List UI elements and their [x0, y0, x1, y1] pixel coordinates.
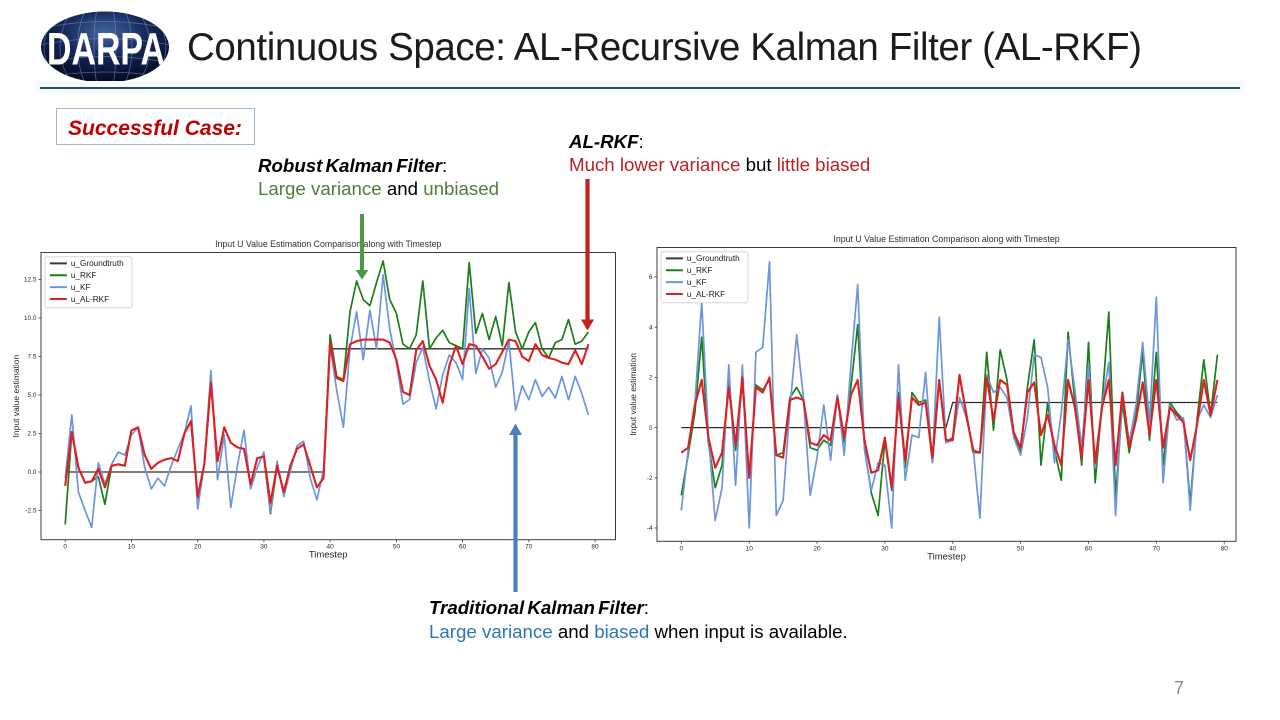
- svg-text:0.0: 0.0: [27, 469, 36, 476]
- svg-text:10.0: 10.0: [24, 315, 37, 322]
- svg-text:-2: -2: [647, 475, 653, 482]
- svg-text:50: 50: [393, 544, 401, 551]
- svg-text:DARPA: DARPA: [47, 24, 165, 75]
- svg-text:0: 0: [679, 545, 683, 552]
- svg-text:7.5: 7.5: [27, 354, 36, 361]
- svg-text:80: 80: [1221, 545, 1229, 552]
- svg-text:80: 80: [591, 544, 599, 551]
- svg-text:Input value estimation: Input value estimation: [628, 353, 638, 436]
- svg-text:50: 50: [1017, 545, 1025, 552]
- svg-text:10: 10: [128, 544, 136, 551]
- svg-text:10: 10: [746, 545, 754, 552]
- svg-text:30: 30: [260, 544, 268, 551]
- svg-text:u_Groundtruth: u_Groundtruth: [687, 254, 740, 263]
- svg-text:u_AL-RKF: u_AL-RKF: [687, 290, 725, 299]
- svg-text:70: 70: [1153, 545, 1161, 552]
- svg-text:30: 30: [881, 545, 889, 552]
- svg-text:2.5: 2.5: [27, 431, 36, 438]
- svg-text:Timestep: Timestep: [309, 550, 348, 561]
- svg-text:40: 40: [326, 544, 334, 551]
- svg-text:12.5: 12.5: [24, 277, 37, 284]
- svg-text:70: 70: [525, 544, 533, 551]
- svg-text:u_AL-RKF: u_AL-RKF: [71, 295, 109, 304]
- svg-text:u_RKF: u_RKF: [687, 266, 712, 275]
- svg-text:60: 60: [459, 544, 467, 551]
- svg-text:u_KF: u_KF: [687, 278, 707, 287]
- svg-text:0: 0: [649, 425, 653, 432]
- svg-text:40: 40: [949, 545, 957, 552]
- svg-text:-4: -4: [647, 525, 653, 532]
- svg-text:Timestep: Timestep: [927, 551, 966, 562]
- svg-text:20: 20: [194, 544, 202, 551]
- svg-text:6: 6: [649, 274, 653, 281]
- svg-text:u_Groundtruth: u_Groundtruth: [71, 259, 124, 268]
- svg-text:u_KF: u_KF: [71, 283, 91, 292]
- svg-text:Input U Value Estimation Compa: Input U Value Estimation Comparison alon…: [215, 239, 441, 249]
- svg-text:5.0: 5.0: [27, 392, 36, 399]
- svg-text:Input U Value Estimation Compa: Input U Value Estimation Comparison alon…: [833, 234, 1059, 244]
- svg-text:2: 2: [649, 375, 653, 382]
- svg-text:u_RKF: u_RKF: [71, 271, 96, 280]
- svg-text:60: 60: [1085, 545, 1093, 552]
- svg-text:-2.5: -2.5: [25, 508, 37, 515]
- svg-text:Input value estimation: Input value estimation: [11, 354, 21, 437]
- svg-text:0: 0: [63, 544, 67, 551]
- svg-text:4: 4: [649, 324, 653, 331]
- svg-text:20: 20: [813, 545, 821, 552]
